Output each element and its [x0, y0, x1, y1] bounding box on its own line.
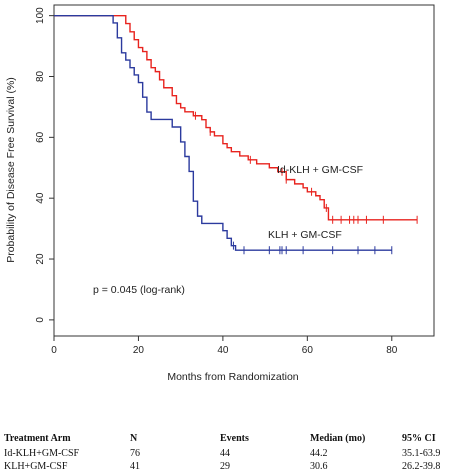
cell-events: 29	[220, 461, 230, 472]
summary-table: Treatment Arm N Events Median (mo) 95% C…	[4, 433, 446, 472]
cell-arm: Id-KLH+GM-CSF	[4, 448, 80, 459]
series-label-id-klh: Id-KLH + GM-CSF	[277, 164, 363, 176]
table-header-row: Treatment Arm N Events Median (mo) 95% C…	[4, 433, 446, 446]
header-ci: 95% CI	[402, 433, 436, 444]
y-tick-label: 40	[35, 192, 46, 204]
plot-border	[53, 4, 435, 337]
p-value-annotation: p = 0.045 (log-rank)	[93, 284, 185, 296]
klh-curve	[54, 14, 392, 251]
censor-marks	[194, 111, 418, 255]
cell-arm: KLH+GM-CSF	[4, 461, 68, 472]
y-tick-label: 80	[35, 70, 46, 82]
x-tick-label: 20	[133, 345, 145, 356]
x-tick-label: 0	[51, 345, 57, 356]
cell-median: 30.6	[310, 461, 328, 472]
x-tick-label: 60	[302, 345, 314, 356]
table-row: KLH+GM-CSF 41 29 30.6 26.2-39.8	[4, 459, 446, 472]
plot-area	[53, 4, 435, 337]
y-tick-label: 100	[35, 7, 46, 24]
survival-chart: 0 20 40 60 80 0 20 40 60 80 100 Months from Rando…	[5, 4, 435, 383]
table-row: Id-KLH+GM-CSF 76 44 44.2 35.1-63.9	[4, 446, 446, 459]
y-axis: 0 20 40 60 80 100	[35, 7, 54, 323]
cell-events: 44	[220, 448, 230, 459]
cell-n: 41	[130, 461, 140, 472]
y-tick-label: 20	[35, 253, 46, 265]
cell-ci: 26.2-39.8	[402, 461, 441, 472]
header-treatment-arm: Treatment Arm	[4, 433, 71, 444]
y-axis-title: Probability of Disease Free Survival (%)	[5, 77, 17, 263]
cell-ci: 35.1-63.9	[402, 448, 441, 459]
cell-median: 44.2	[310, 448, 328, 459]
x-tick-label: 80	[386, 345, 398, 356]
id-klh-curve	[54, 14, 418, 221]
survival-curves	[54, 14, 418, 251]
header-n: N	[130, 433, 138, 444]
x-axis: 0 20 40 60 80	[51, 336, 398, 356]
series-label-klh: KLH + GM-CSF	[268, 229, 342, 241]
header-median: Median (mo)	[310, 433, 366, 444]
x-tick-label: 40	[217, 345, 229, 356]
cell-n: 76	[130, 448, 140, 459]
header-events: Events	[220, 433, 249, 444]
x-axis-title: Months from Randomization	[167, 371, 298, 383]
y-tick-label: 0	[35, 317, 46, 323]
y-tick-label: 60	[35, 131, 46, 143]
